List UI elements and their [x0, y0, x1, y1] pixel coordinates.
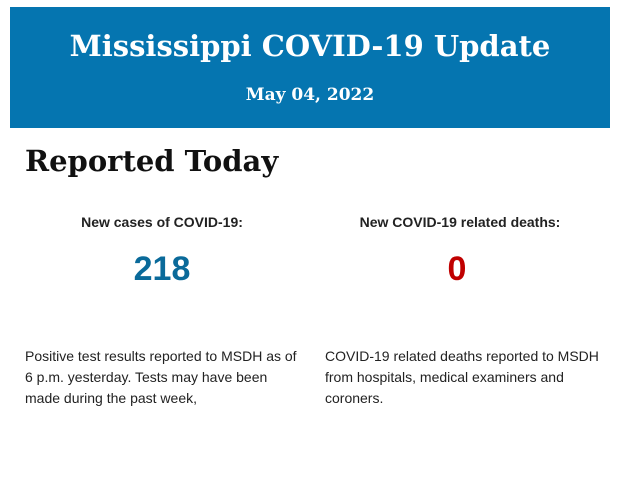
section-title: Reported Today	[25, 144, 279, 178]
deaths-value: 0	[447, 250, 467, 288]
report-date: May 04, 2022	[245, 85, 375, 105]
cases-value: 218	[133, 250, 191, 288]
cases-label: New cases of COVID-19:	[81, 214, 243, 230]
deaths-label: New COVID-19 related deaths:	[359, 214, 561, 230]
cases-description: Positive test results reported to MSDH a…	[25, 348, 297, 406]
page-title: Mississippi COVID-19 Update	[69, 29, 551, 63]
deaths-description: COVID-19 related deaths reported to MSDH…	[325, 348, 599, 406]
header-banner: Mississippi COVID-19 Update May 04, 2022	[10, 7, 610, 128]
